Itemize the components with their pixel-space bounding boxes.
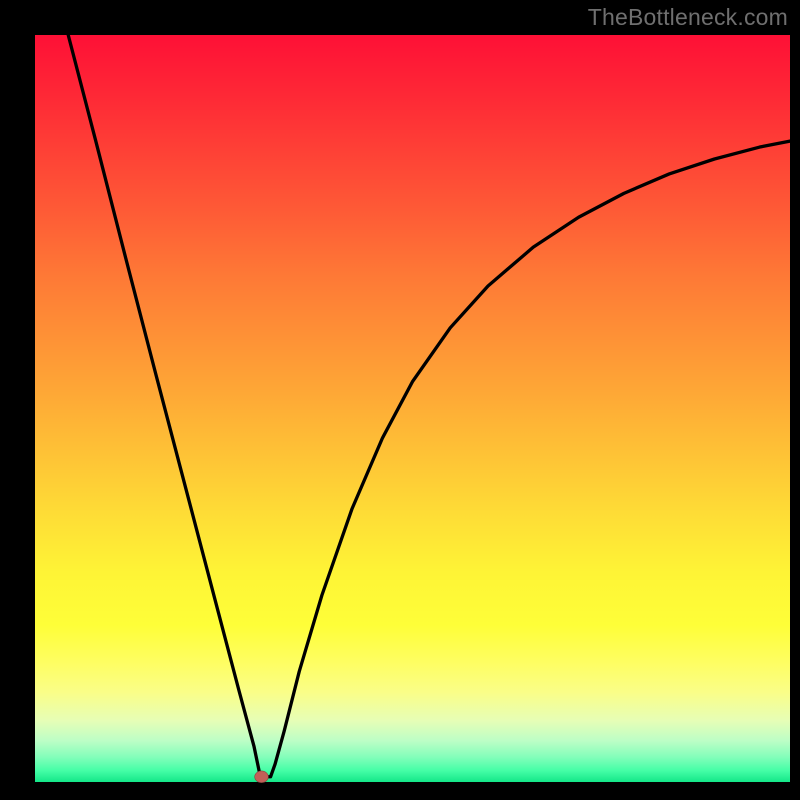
plot-background [35, 35, 790, 782]
watermark-text: TheBottleneck.com [588, 4, 788, 31]
gradient-chart [0, 0, 800, 800]
chart-stage: TheBottleneck.com [0, 0, 800, 800]
minimum-marker [255, 771, 269, 783]
